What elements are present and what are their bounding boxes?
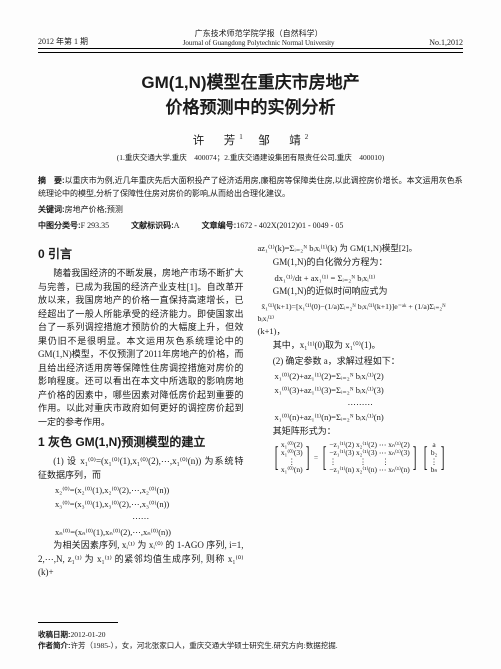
page: 2012 年第 1 期 广东技术师范学院学报（自然科学） Journal of … — [0, 0, 501, 669]
meta-row: 中图分类号:F 293.35 文献标识码:A 文章编号:1672 - 402X(… — [38, 220, 463, 231]
author-bio: 作者简介:许芳（1985-），女，河北张家口人，重庆交通大学硕士研究生.研究方向… — [38, 640, 463, 651]
matrix-form-label: 其矩阵形式为： — [258, 425, 464, 439]
header-rule — [38, 52, 463, 53]
title-line-2: 价格预测中的实例分析 — [38, 96, 463, 121]
keywords-text: 房地产价格;预测 — [65, 205, 123, 214]
article-id-block: 文章编号:1672 - 402X(2012)01 - 0049 - 05 — [202, 220, 344, 231]
eq-time-response: x̂₁⁽¹⁾(k+1)=[x₁⁽¹⁾(0)−(1/a)Σᵢ₌₂ᴺ bᵢxᵢ⁽¹⁾… — [258, 301, 464, 324]
initial-value-note: 其中，x₁⁽¹⁾(0)取为 x₁⁽⁰⁾(1)。 — [258, 339, 464, 353]
keywords-label: 关键词: — [38, 205, 65, 214]
eq-param-2: x₁⁽⁰⁾(2)+az₁⁽¹⁾(2)=Σᵢ₌₂ᴺ bᵢxᵢ⁽¹⁾(2) — [258, 370, 464, 383]
eq-whitening: dx₁⁽¹⁾/dt + ax₁⁽¹⁾ = Σᵢ₌₂ᴺ bᵢxᵢ⁽¹⁾ — [258, 272, 464, 285]
eq-seq-xn: xₙ⁽⁰⁾=(xₙ⁽⁰⁾(1),xₙ⁽⁰⁾(2),⋯,xₙ⁽⁰⁾(n)) — [38, 526, 244, 539]
abstract-label: 摘 要: — [38, 176, 65, 185]
journal-name-en: Journal of Guangdong Polytechnic Normal … — [88, 39, 429, 47]
clc-block: 中图分类号:F 293.35 — [38, 220, 109, 231]
matrix-equation: [ x₁⁽⁰⁾(2) x₁⁽⁰⁾(3) ⋮ x₁⁽⁰⁾(n) ] = [ −z₁… — [272, 441, 464, 476]
body-columns: 0 引言 随着我国经济的不断发展，房地产市场不断扩大与完善，已成为我国的经济产业… — [38, 241, 463, 582]
eq-model-def: az₁⁽¹⁾(k)=Σᵢ₌₂ᴺ bᵢxᵢ⁽¹⁾(k) 为 GM(1,N)模型[2… — [258, 242, 464, 255]
eq-time-response-cont: (k+1)， — [258, 325, 464, 338]
eq-seq-dots: ⋯⋯ — [38, 512, 244, 525]
left-column: 0 引言 随着我国经济的不断发展，房地产市场不断扩大与完善，已成为我国的经济产业… — [38, 241, 244, 582]
journal-name-zh: 广东技术师范学院学报（自然科学） — [88, 28, 429, 39]
step-2-label: (2) 确定参数 a，求解过程如下： — [258, 355, 464, 369]
affiliations: (1.重庆交通大学,重庆 400074；2.重庆交通建设集团有限责任公司,重庆 … — [38, 152, 463, 163]
whitening-label: GM(1,N)的白化微分方程为： — [258, 256, 464, 270]
eq-param-n: x₁⁽⁰⁾(n)+az₁⁽¹⁾(n)=Σᵢ₌₂ᴺ bᵢxᵢ⁽¹⁾(n) — [258, 411, 464, 424]
article-title: GM(1,N)模型在重庆市房地产 价格预测中的实例分析 — [38, 71, 463, 120]
abstract-text: 以重庆市为例,近几年重庆先后大面积投产了经济适用房,廉租房等保障类住房,以此调控… — [38, 176, 463, 197]
eq-param-dots: ⋯⋯⋯ — [258, 398, 464, 411]
authors: 许 芳1 邹 靖2 — [38, 132, 463, 148]
received-date: 收稿日期:2012-01-20 — [38, 629, 463, 640]
footer-separator — [38, 622, 118, 623]
header-left: 2012 年第 1 期 — [38, 36, 88, 47]
header-right: No.1,2012 — [429, 38, 463, 47]
section-0-para: 随着我国经济的不断发展，房地产市场不断扩大与完善，已成为我国的经济产业支柱[1]… — [38, 267, 244, 429]
matrix-y: [ x₁⁽⁰⁾(2) x₁⁽⁰⁾(3) ⋮ x₁⁽⁰⁾(n) ] — [272, 441, 312, 476]
section-1-title: 1 灰色 GM(1,N)预测模型的建立 — [38, 433, 244, 451]
running-header: 2012 年第 1 期 广东技术师范学院学报（自然科学） Journal of … — [38, 28, 463, 49]
section-0-title: 0 引言 — [38, 245, 244, 263]
keywords-row: 关键词:房地产价格;预测 — [38, 204, 463, 216]
eq-seq-x2: x₂⁽⁰⁾=(x₂⁽⁰⁾(1),x₂⁽⁰⁾(2),⋯,x₂⁽⁰⁾(n)) — [38, 484, 244, 497]
section-1-p1: (1) 设 x₁⁽⁰⁾=(x₁⁽⁰⁾(1),x₁⁽⁰⁾(2),⋯,x₁⁽⁰⁾(n… — [38, 455, 244, 482]
title-line-1: GM(1,N)模型在重庆市房地产 — [38, 71, 463, 96]
matrix-params: [ a b₂ ⋮ bₙ ] — [421, 441, 447, 476]
eq-param-3: x₁⁽⁰⁾(3)+az₁⁽¹⁾(3)=Σᵢ₌₂ᴺ bᵢxᵢ⁽¹⁾(3) — [258, 384, 464, 397]
doc-code-block: 文献标识码:A — [131, 220, 179, 231]
header-center: 广东技术师范学院学报（自然科学） Journal of Guangdong Po… — [88, 28, 429, 47]
footer: 收稿日期:2012-01-20 作者简介:许芳（1985-），女，河北张家口人，… — [38, 629, 463, 652]
matrix-b: [ −z₁⁽¹⁾(2) x₂⁽¹⁾(2) ⋯ xₙ⁽¹⁾(2) −z₁⁽¹⁾(3… — [320, 441, 419, 476]
right-column: az₁⁽¹⁾(k)=Σᵢ₌₂ᴺ bᵢxᵢ⁽¹⁾(k) 为 GM(1,N)模型[2… — [258, 241, 464, 582]
section-1-p2: 为相关因素序列, xᵢ⁽¹⁾ 为 xᵢ⁽⁰⁾ 的 1-AGO 序列, i=1, … — [38, 539, 244, 580]
eq-seq-x3: x₃⁽⁰⁾=(x₃⁽⁰⁾(1),x₃⁽⁰⁾(2),⋯,x₃⁽⁰⁾(n)) — [38, 498, 244, 511]
abstract: 摘 要:以重庆市为例,近几年重庆先后大面积投产了经济适用房,廉租房等保障类住房,… — [38, 175, 463, 200]
time-response-label: GM(1,N)的近似时间响应式为 — [258, 285, 464, 299]
